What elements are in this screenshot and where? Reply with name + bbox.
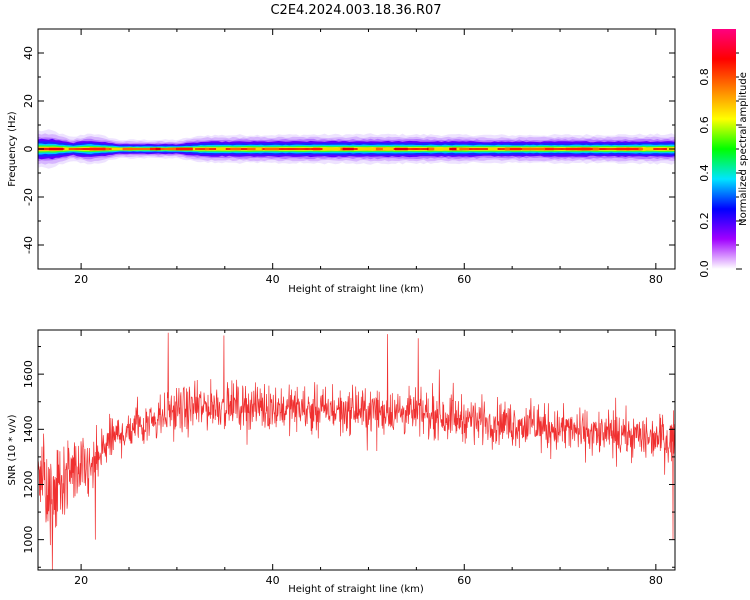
spectrogram-y-tick-label: 40 <box>22 46 35 60</box>
spectrogram-ridge-segment <box>580 147 599 151</box>
spectrogram-x-tick-label: 60 <box>457 273 471 286</box>
spectrogram-ridge-segment <box>264 147 279 151</box>
spectrogram-band <box>38 129 675 169</box>
spectrogram-ridge-segment <box>255 147 262 151</box>
colorbar-label: Normalized spectral amplitude <box>738 72 749 226</box>
colorbar: 0.0 0.2 0.4 0.6 0.8 Normalized spectral ampl… <box>698 29 749 278</box>
spectrogram-ridge-segment <box>313 147 321 151</box>
spectrogram-ridge-segment <box>111 147 127 151</box>
spectrogram-ridge-segment <box>490 147 498 151</box>
spectrogram-ridge-segment <box>592 147 600 151</box>
snr-x-tick-label: 20 <box>74 574 88 587</box>
snr-y-axis-label: SNR (10 * v/v) <box>7 414 18 485</box>
spectrogram-ridge-segment <box>230 147 242 151</box>
snr-x-tick-label: 40 <box>266 574 280 587</box>
snr-series-line <box>38 332 675 570</box>
spectrogram-ridge-segment <box>522 147 531 151</box>
spectrogram-ridge-segment <box>122 147 133 151</box>
spectrogram-x-tick-label: 20 <box>74 273 88 286</box>
snr-y-tick-label: 1000 <box>22 526 35 554</box>
spectrogram-ridge-segment <box>338 147 346 151</box>
spectrogram-ridge-segment <box>529 147 546 151</box>
spectrogram-ridge-segment <box>504 147 510 151</box>
spectrogram-y-tick-label: -40 <box>22 236 35 254</box>
snr-y-ticks: 1000 1200 1400 1600 <box>22 346 675 568</box>
spectrogram-ridge-segment <box>64 147 69 151</box>
snr-panel: 20 40 60 80 1000 1200 1400 1600 Height of stra… <box>7 329 676 595</box>
spectrogram-y-tick-label: -20 <box>22 188 35 206</box>
spectrogram-ridge-segment <box>626 147 642 151</box>
spectrogram-ridge-segment <box>48 147 63 151</box>
colorbar-tick-label: 0.6 <box>698 116 711 134</box>
spectrogram-ridge-segment <box>636 147 654 151</box>
spectrogram-ridge-segment <box>375 147 386 151</box>
spectrogram-ridge-segment <box>382 147 394 151</box>
colorbar-tick-label: 0.0 <box>698 260 711 278</box>
spectrogram-y-tick-label: 0 <box>22 146 35 153</box>
spectrogram-ridge-segment <box>505 147 521 151</box>
spectrogram-panel: 20 40 60 80 -40 -20 0 20 40 Height of straight … <box>7 28 676 295</box>
spectrogram-ridge-segment <box>638 147 643 151</box>
spectrogram-x-tick-label: 80 <box>649 273 663 286</box>
snr-y-tick-label: 1600 <box>22 360 35 388</box>
spectrogram-ridge-segment <box>216 147 226 151</box>
spectrogram-ridge-segment <box>428 147 435 151</box>
spectrogram-ridge-segment <box>89 147 106 151</box>
spectrogram-ridge-segment <box>247 147 263 151</box>
colorbar-tick-label: 0.4 <box>698 164 711 182</box>
snr-y-tick-label: 1200 <box>22 470 35 498</box>
spectrogram-ridge-segment <box>149 147 158 151</box>
snr-x-ticks: 20 40 60 80 <box>74 330 663 587</box>
spectrogram-ridge-segment <box>342 147 354 151</box>
spectrogram-ridge-segment <box>103 147 109 151</box>
spectrogram-ridge-segment <box>204 147 210 151</box>
spectrogram-ridge-segment <box>565 147 584 151</box>
spectrogram-y-tick-label: 20 <box>22 94 35 108</box>
spectrogram-x-axis-label: Height of straight line (km) <box>288 284 424 295</box>
spectrogram-ridge-segment <box>429 147 446 151</box>
snr-frame <box>37 329 676 571</box>
colorbar-tick-label: 0.8 <box>698 68 711 86</box>
spectrogram-x-tick-label: 40 <box>266 273 280 286</box>
spectrogram-ridge-segment <box>358 147 376 151</box>
spectrogram-ridge-segment <box>322 147 341 151</box>
spectrogram-ridge-segment <box>155 147 161 151</box>
snr-x-tick-label: 60 <box>457 574 471 587</box>
spectrogram-ridge-segment <box>543 147 554 151</box>
colorbar-gradient <box>712 29 736 269</box>
snr-y-tick-label: 1400 <box>22 415 35 443</box>
snr-x-tick-label: 80 <box>649 574 663 587</box>
spectrogram-y-axis-label: Frequency (Hz) <box>7 111 18 187</box>
figure-title: C2E4.2024.003.18.36.R07 <box>270 3 441 18</box>
colorbar-tick-label: 0.2 <box>698 212 711 230</box>
spectrogram-ridge-segment <box>394 147 408 151</box>
snr-x-axis-label: Height of straight line (km) <box>288 584 424 595</box>
spectrogram-ridge-segment <box>616 147 630 151</box>
spectrogram-y-ticks: -40 -20 0 20 40 <box>22 28 675 270</box>
spectrogram-ridge-segment <box>459 147 470 151</box>
colorbar-ticks: 0.0 0.2 0.4 0.6 0.8 <box>698 52 742 278</box>
spectrogram-ridge-segment <box>175 147 193 151</box>
spectrogram-x-ticks: 20 40 60 80 <box>74 29 663 286</box>
snr-plot-area <box>38 330 675 570</box>
spectrogram-ridge-segment <box>357 147 367 151</box>
